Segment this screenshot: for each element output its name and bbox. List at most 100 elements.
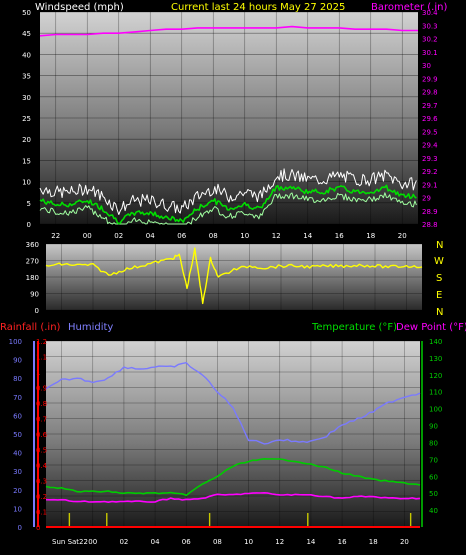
rainfall-y-tick-label: 0.7	[36, 416, 47, 424]
wind-x-tick-label: 08	[209, 232, 218, 240]
barometer-y-tick-label: 29.6	[422, 115, 438, 123]
wind-direction-line	[45, 247, 423, 305]
wind-x-tick-label: 18	[366, 232, 375, 240]
lower-x-tick-label: 02	[119, 538, 128, 546]
wind-x-tick-label: 04	[146, 232, 155, 240]
lower-x-tick-label: Sun Sat22	[52, 538, 88, 546]
direction-y-tick-label: 90	[30, 291, 39, 299]
barometer-y-tick-label: 30.3	[422, 22, 438, 30]
temperature-axis-title: Temperature (°F)	[311, 322, 397, 333]
temperature-y-tick-label: 90	[429, 423, 438, 431]
wind-y-tick-label: 15	[22, 157, 31, 165]
barometer-y-tick-label: 30	[422, 62, 431, 70]
wind-y-tick-label: 20	[22, 136, 31, 144]
temperature-y-tick-label: 50	[429, 490, 438, 498]
rainfall-y-tick-label: 0.4	[36, 462, 48, 470]
barometer-y-tick-label: 29.7	[422, 102, 438, 110]
temperature-y-tick-label: 140	[429, 338, 442, 346]
rainfall-y-tick-label: 1	[36, 369, 40, 377]
lower-x-tick-label: 00	[88, 538, 97, 546]
wind-x-tick-label: 06	[177, 232, 186, 240]
barometer-y-tick-label: 30.4	[422, 9, 438, 17]
humidity-y-tick-label: 0	[18, 524, 22, 532]
barometer-y-tick-label: 29.9	[422, 75, 438, 83]
wind-y-tick-label: 30	[22, 94, 31, 102]
lower-x-tick-label: 04	[151, 538, 160, 546]
wind-low-line	[39, 192, 417, 225]
chart-marks: 0510152025303540455028.828.92929.129.229…	[9, 9, 443, 546]
chart-title: Current last 24 hours May 27 2025	[171, 2, 345, 13]
temperature-y-tick-label: 120	[429, 372, 442, 380]
wind-x-tick-label: 14	[303, 232, 312, 240]
barometer-y-tick-label: 29.8	[422, 89, 438, 97]
wind-x-tick-label: 20	[398, 232, 407, 240]
rainfall-y-tick-label: 0.9	[36, 385, 47, 393]
temperature-y-tick-label: 80	[429, 439, 438, 447]
barometer-y-tick-label: 29.3	[422, 155, 438, 163]
lower-x-tick-label: 08	[213, 538, 222, 546]
compass-n-bottom: N	[436, 307, 443, 318]
rainfall-y-tick-label: 1.1	[36, 354, 47, 362]
humidity-y-tick-label: 30	[13, 468, 22, 476]
wind-y-tick-label: 25	[22, 115, 31, 123]
barometer-y-tick-label: 30.2	[422, 36, 438, 44]
compass-w: W	[434, 256, 444, 267]
rainfall-y-tick-label: 0.5	[36, 447, 47, 455]
wind-average-line	[39, 184, 417, 225]
direction-y-tick-label: 270	[26, 258, 39, 266]
rainfall-y-tick-label: 0	[36, 524, 40, 532]
direction-y-tick-label: 0	[35, 307, 39, 315]
humidity-y-tick-label: 20	[13, 487, 22, 495]
barometer-y-tick-label: 28.9	[422, 208, 438, 216]
wind-x-tick-label: 16	[335, 232, 344, 240]
direction-y-tick-label: 360	[26, 241, 39, 249]
wind-x-tick-label: 10	[240, 232, 249, 240]
barometer-line	[39, 25, 418, 37]
wind-x-tick-label: 02	[114, 232, 123, 240]
wind-x-tick-label: 12	[272, 232, 281, 240]
direction-y-tick-label: 180	[26, 274, 39, 282]
temperature-y-tick-label: 40	[429, 507, 438, 515]
lower-x-tick-label: 14	[306, 538, 315, 546]
wind-y-tick-label: 50	[22, 9, 31, 17]
barometer-y-tick-label: 29.2	[422, 168, 438, 176]
compass-e: E	[436, 290, 442, 301]
barometer-axis-title: Barometer (.in)	[371, 2, 447, 13]
lower-x-tick-label: 18	[369, 538, 378, 546]
humidity-y-tick-label: 70	[13, 394, 22, 402]
rainfall-y-tick-label: 0.6	[36, 431, 48, 439]
wind-y-tick-label: 35	[22, 73, 31, 81]
rainfall-y-tick-label: 0.2	[36, 493, 47, 501]
dewpoint-axis-title: Dew Point (°F)	[396, 322, 466, 333]
barometer-y-tick-label: 28.8	[422, 221, 438, 229]
lower-x-tick-label: 20	[400, 538, 409, 546]
lower-x-tick-label: 06	[182, 538, 191, 546]
wind-x-tick-label: 00	[83, 232, 92, 240]
wind-y-tick-label: 5	[27, 200, 31, 208]
barometer-y-tick-label: 29.4	[422, 142, 438, 150]
wind-y-tick-label: 0	[27, 221, 31, 229]
barometer-y-tick-label: 29.5	[422, 128, 438, 136]
temperature-y-tick-label: 60	[429, 473, 438, 481]
temperature-line	[45, 457, 421, 497]
temperature-y-tick-label: 130	[429, 355, 442, 363]
humidity-y-tick-label: 90	[13, 357, 22, 365]
temperature-y-tick-label: 110	[429, 389, 442, 397]
barometer-y-tick-label: 29	[422, 195, 431, 203]
rainfall-axis-title: Rainfall (.in)	[0, 322, 61, 333]
barometer-y-tick-label: 29.1	[422, 181, 438, 189]
humidity-y-tick-label: 40	[13, 450, 22, 458]
barometer-y-tick-label: 30.1	[422, 49, 438, 57]
wind-y-tick-label: 10	[22, 179, 31, 187]
lower-x-tick-label: 10	[244, 538, 253, 546]
wind-y-tick-label: 45	[22, 30, 31, 38]
humidity-y-tick-label: 80	[13, 375, 22, 383]
compass-s: S	[436, 273, 442, 284]
wind-gust-line	[39, 168, 417, 215]
rainfall-y-tick-label: 0.1	[36, 509, 47, 517]
lower-x-tick-label: 16	[338, 538, 347, 546]
humidity-line	[45, 362, 421, 445]
temperature-y-tick-label: 70	[429, 456, 438, 464]
